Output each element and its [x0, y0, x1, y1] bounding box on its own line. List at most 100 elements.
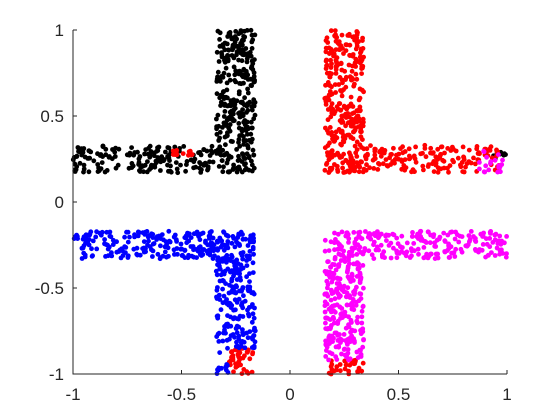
data-point	[224, 362, 230, 367]
data-point	[239, 339, 245, 344]
data-point	[364, 162, 369, 168]
data-point	[346, 240, 351, 245]
data-point	[442, 150, 447, 156]
data-point	[250, 246, 256, 252]
data-point	[232, 78, 238, 83]
series-2	[71, 228, 258, 376]
data-point	[339, 311, 345, 316]
data-point	[146, 238, 151, 244]
data-point	[239, 58, 245, 64]
data-point	[231, 64, 237, 70]
data-point	[425, 229, 431, 235]
data-point	[358, 134, 364, 140]
data-point	[423, 154, 429, 160]
data-point	[418, 151, 424, 157]
data-point	[357, 142, 363, 148]
data-point	[322, 237, 328, 243]
data-point	[82, 252, 88, 258]
data-point	[231, 369, 236, 375]
data-point	[80, 148, 86, 153]
data-point	[217, 266, 223, 272]
data-point	[221, 121, 227, 126]
data-point	[161, 158, 167, 164]
data-point	[217, 235, 223, 241]
data-point	[93, 234, 99, 240]
data-point	[348, 94, 354, 100]
data-point	[249, 46, 255, 51]
data-point	[231, 271, 237, 277]
data-point	[349, 68, 355, 74]
data-point	[352, 328, 358, 334]
data-point	[219, 74, 224, 79]
data-point	[384, 238, 389, 244]
y-tick-label: 0.5	[40, 107, 64, 126]
data-point	[451, 159, 456, 165]
y-tick-label: 0	[55, 193, 64, 212]
data-point	[175, 170, 181, 176]
data-point	[174, 151, 179, 156]
data-point	[245, 143, 251, 149]
data-point	[245, 335, 251, 341]
data-point	[223, 257, 229, 262]
data-point	[218, 78, 223, 84]
data-point	[449, 250, 454, 256]
data-point	[441, 230, 447, 236]
data-point	[215, 313, 221, 319]
data-point	[102, 169, 108, 175]
data-point	[198, 152, 204, 158]
data-point	[240, 49, 246, 54]
data-point	[333, 47, 339, 52]
data-point	[324, 70, 330, 76]
data-point	[234, 300, 240, 305]
data-point	[335, 169, 341, 174]
data-point	[420, 163, 426, 169]
data-point	[247, 271, 252, 276]
data-point	[472, 247, 478, 252]
data-point	[402, 157, 408, 163]
data-point	[401, 163, 407, 168]
data-point	[159, 232, 165, 238]
data-point	[110, 242, 116, 248]
data-point	[390, 159, 395, 164]
data-point	[328, 264, 333, 270]
data-point	[217, 278, 223, 284]
data-point	[129, 145, 135, 151]
data-point	[337, 75, 343, 80]
data-point	[398, 146, 403, 152]
data-point	[356, 247, 362, 253]
data-point	[363, 229, 368, 234]
data-point	[369, 252, 375, 258]
data-point	[329, 110, 335, 116]
data-point	[250, 351, 255, 357]
data-point	[488, 159, 494, 165]
data-point	[463, 243, 469, 249]
data-point	[341, 332, 347, 337]
data-point	[421, 245, 427, 250]
data-point	[349, 277, 355, 283]
data-point	[234, 52, 239, 58]
x-tick-label: 0	[285, 385, 294, 404]
data-point	[233, 68, 239, 74]
data-point	[205, 167, 210, 173]
data-point	[155, 155, 161, 160]
data-point	[329, 154, 335, 160]
data-point	[135, 149, 140, 155]
data-point	[224, 80, 230, 86]
data-point	[226, 72, 232, 78]
data-point	[242, 95, 248, 101]
data-point	[347, 295, 353, 300]
data-point	[340, 165, 345, 171]
data-point	[322, 309, 328, 315]
data-point	[346, 368, 351, 374]
data-point	[333, 67, 339, 72]
data-point	[335, 106, 341, 112]
data-point	[150, 248, 156, 254]
x-axis: -1 -0.5 0 0.5 1	[65, 370, 512, 404]
data-point	[349, 273, 355, 279]
data-point	[75, 234, 80, 239]
data-point	[356, 169, 362, 175]
data-point	[240, 151, 245, 157]
data-point	[110, 237, 116, 243]
data-point	[234, 36, 240, 42]
data-point	[178, 246, 184, 252]
